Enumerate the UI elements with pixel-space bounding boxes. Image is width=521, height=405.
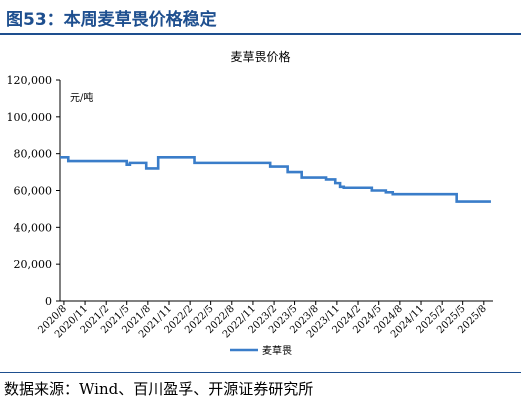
y-tick-label: 100,000 [7,111,53,124]
y-tick-label: 80,000 [14,148,53,161]
price-chart: 0 20,000 40,000 60,000 80,000 100,000 120,000 元… [7,74,493,357]
legend-label: 麦草畏 [262,345,292,357]
y-tick-label: 20,000 [14,258,53,271]
y-tick-label: 40,000 [14,221,53,234]
y-tick-label: 60,000 [14,185,53,198]
footer-divider [0,372,521,373]
header-divider [0,33,521,35]
figure-title: 图53：本周麦草畏价格稳定 [6,10,217,30]
source-note: 数据来源：Wind、百川盈孚、开源证券研究所 [4,380,314,398]
series-line-maicaowei [60,156,491,203]
y-unit-label: 元/吨 [70,91,93,104]
y-tick-label: 120,000 [7,74,53,87]
chart-title: 麦草畏价格 [230,50,291,64]
figure-header: 图53：本周麦草畏价格稳定 [0,0,521,36]
y-tick-label: 0 [45,295,52,308]
